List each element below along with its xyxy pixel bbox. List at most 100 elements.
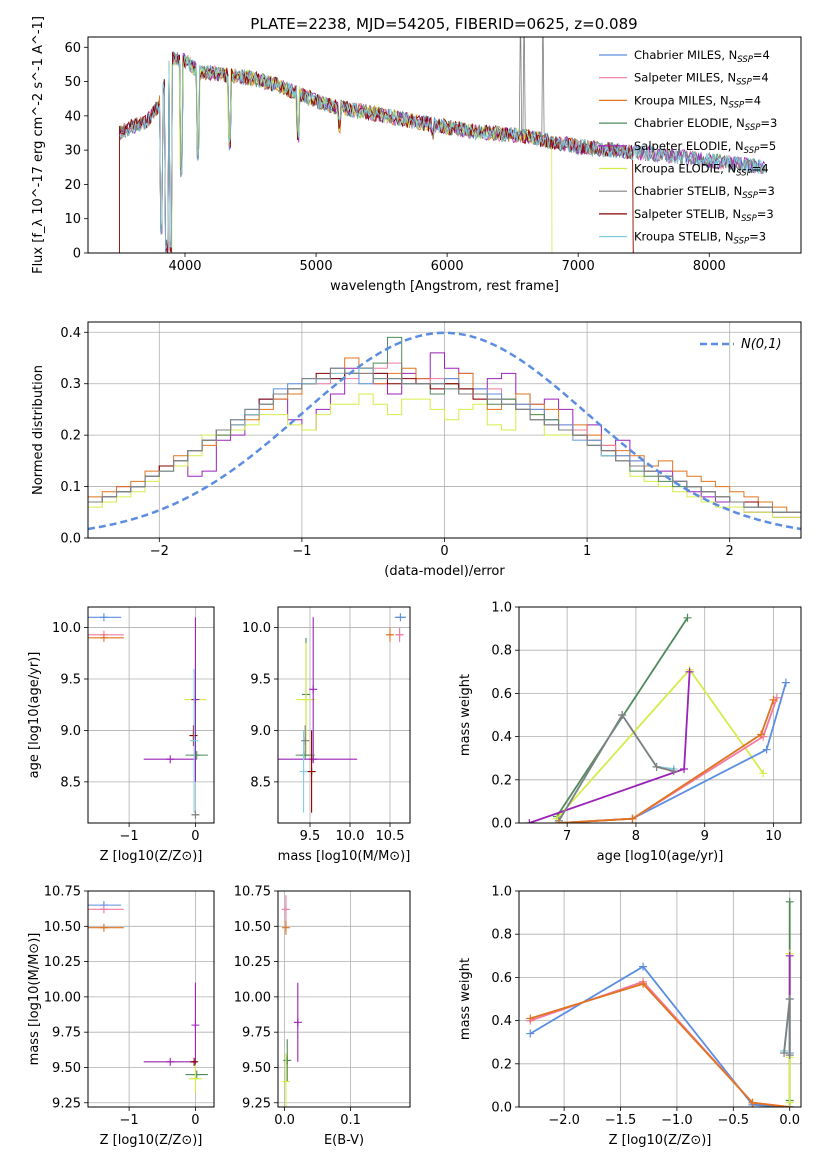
- errorbar-point: [301, 725, 310, 757]
- plot-frame: [87, 321, 802, 539]
- weight-marker: [769, 695, 778, 704]
- normal-curve: [88, 331, 801, 531]
- legend-label: Chabrier MILES, NSSP=4: [634, 48, 770, 65]
- errorbar-point: [143, 1057, 197, 1066]
- spectrum-legend: Chabrier MILES, NSSP=4 Salpeter MILES, NS…: [599, 48, 777, 247]
- x-tick-label: −2: [150, 544, 169, 559]
- x-tick-label: 5000: [300, 259, 333, 274]
- y-tick-label: 9.0: [60, 724, 81, 739]
- weight-marker: [618, 711, 627, 719]
- x-tick-label: 6000: [431, 259, 464, 274]
- x-tick-label: 10: [765, 829, 782, 844]
- y-tick-label: 0.4: [491, 730, 512, 745]
- point-marker: [99, 613, 108, 622]
- spectrum-line-kroupa-elodie: [171, 56, 553, 253]
- y-tick-label: 0.2: [491, 1057, 512, 1072]
- weight-marker: [652, 762, 661, 771]
- errorbar-point: [281, 920, 290, 935]
- y-tick-label: 40: [64, 109, 81, 124]
- y-tick-label: 10.75: [234, 885, 271, 900]
- x-tick-label: 0: [191, 1113, 199, 1128]
- legend-label: Kroupa MILES, NSSP=4: [634, 93, 761, 110]
- plot-frame: [87, 890, 215, 1108]
- y-tick-label: 10.50: [44, 920, 81, 935]
- y-tick-label: 0.4: [60, 326, 81, 341]
- x-tick-label: 7: [563, 829, 571, 844]
- y-axis-label: mass [log10(M/M⊙)]: [27, 933, 42, 1066]
- weight-marker: [685, 667, 694, 676]
- weight-marker: [785, 897, 794, 906]
- y-tick-label: 0.0: [60, 532, 81, 547]
- point-marker: [283, 1056, 292, 1065]
- weight-marker: [669, 767, 678, 776]
- y-axis-label: mass weight: [458, 674, 473, 756]
- plot-area: [281, 895, 302, 1107]
- weight-marker: [683, 613, 692, 622]
- mass-vs-extinction-panel: 0.0 0.1 9.25 9.50 9.75 10.00 10.25 10.50 10.75 E(…: [234, 885, 411, 1148]
- weight-marker: [785, 1051, 794, 1060]
- point-marker: [191, 810, 200, 819]
- weight-line-salpeter-miles: [530, 980, 790, 1107]
- x-axis-label: wavelength [Angstrom, rest frame]: [330, 279, 559, 294]
- weight-line-kroupa-miles: [558, 699, 775, 823]
- residual-histogram-panel: −2 −1 0 1 2 0.0 0.1 0.2 0.3 0.4 (data-model)/error…: [31, 321, 802, 579]
- y-tick-label: 0: [73, 247, 81, 262]
- point-marker: [309, 755, 318, 764]
- y-tick-label: 10.0: [52, 621, 81, 636]
- y-tick-label: 30: [64, 144, 81, 159]
- y-tick-label: 8.5: [250, 775, 271, 790]
- errorbar-point: [283, 1039, 292, 1082]
- weight-line-salpeter-elodie: [529, 671, 691, 823]
- legend-label: Salpeter STELIB, NSSP=3: [634, 207, 774, 224]
- errorbar-point: [185, 751, 209, 760]
- y-tick-label: 0.4: [491, 1014, 512, 1029]
- weight-line-chabrier-miles: [558, 682, 787, 823]
- y-tick-label: 0.0: [491, 817, 512, 832]
- y-axis-label: Flux [f_λ 10^-17 erg cm^-2 s^-1 A^-1]: [31, 16, 46, 274]
- x-tick-label: 10.0: [336, 829, 365, 844]
- point-marker: [191, 695, 200, 704]
- mass-vs-metallicity-panel: −1 0 9.25 9.50 9.75 10.00 10.25 10.50 10.75 Z [lo…: [27, 885, 215, 1148]
- errorbar-point: [190, 668, 199, 813]
- errorbar-point: [188, 1064, 203, 1093]
- point-marker: [301, 736, 310, 745]
- y-tick-label: 10.75: [44, 885, 81, 900]
- y-tick-label: 1.0: [491, 601, 512, 616]
- x-tick-label: −0.5: [718, 1113, 750, 1128]
- x-tick-label: 0.1: [340, 1113, 361, 1128]
- x-axis-label: mass [log10(M/M⊙)]: [278, 849, 411, 864]
- errorbar-point: [189, 725, 198, 746]
- point-marker: [99, 905, 108, 914]
- y-axis-label: Normed distribution: [31, 365, 46, 495]
- y-tick-label: 9.5: [250, 673, 271, 688]
- weight-marker: [525, 819, 534, 823]
- legend-label: N(0,1): [741, 337, 782, 352]
- y-tick-label: 20: [64, 178, 81, 193]
- errorbar-point: [191, 810, 200, 819]
- spectrum-line-kroupa-stelib: [119, 54, 766, 250]
- point-marker: [166, 1057, 175, 1066]
- errorbar-point: [143, 755, 197, 764]
- point-marker: [191, 1021, 200, 1030]
- errorbar-point: [88, 613, 122, 622]
- x-axis-label: E(B-V): [324, 1133, 364, 1148]
- errorbar-point: [88, 905, 124, 914]
- weight-line-kroupa-elodie: [556, 668, 764, 820]
- point-marker: [281, 923, 290, 932]
- spectrum-panel: 4000 5000 6000 7000 8000 0 10 20 30 40 50 60 wavelen…: [31, 16, 802, 294]
- errorbar-point: [307, 730, 316, 813]
- point-marker: [309, 685, 318, 694]
- errorbar-point: [88, 633, 124, 642]
- x-axis-label: Z [log10(Z/Z⊙)]: [100, 849, 203, 864]
- x-tick-label: −1.0: [661, 1113, 693, 1128]
- x-tick-label: 0: [191, 829, 199, 844]
- y-tick-label: 10: [64, 212, 81, 227]
- x-tick-label: 9: [701, 829, 709, 844]
- errorbar-point: [293, 982, 302, 1062]
- point-marker: [190, 1057, 199, 1066]
- weight-marker: [785, 1098, 794, 1107]
- y-tick-label: 10.50: [234, 920, 271, 935]
- plot-area: [526, 897, 794, 1107]
- point-marker: [307, 767, 316, 776]
